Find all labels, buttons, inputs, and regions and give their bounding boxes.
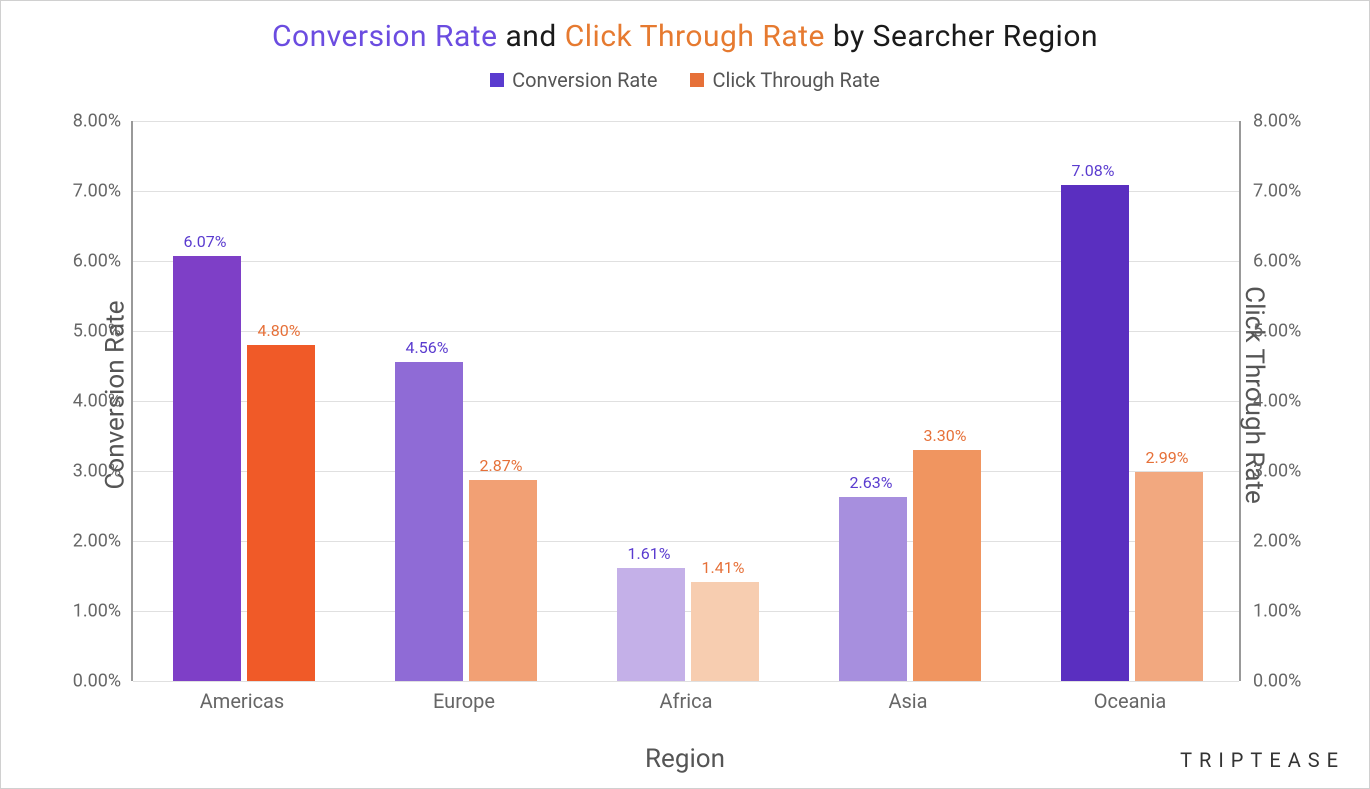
y-tick-right: 1.00% <box>1253 601 1333 622</box>
bar-value-label: 4.56% <box>406 338 449 357</box>
chart-container: Conversion Rate and Click Through Rate b… <box>1 1 1369 788</box>
title-part-d: by Searcher Region <box>825 19 1098 54</box>
y-tick-left: 7.00% <box>41 181 121 202</box>
brand-logo: TRIPTEASE <box>1180 748 1345 772</box>
gridline <box>133 681 1239 682</box>
x-axis-label: Region <box>645 744 725 774</box>
y-tick-left: 2.00% <box>41 531 121 552</box>
bar-value-label: 1.61% <box>628 544 671 563</box>
y-tick-left: 1.00% <box>41 601 121 622</box>
category-label: Oceania <box>1094 689 1167 713</box>
y-tick-right: 0.00% <box>1253 671 1333 692</box>
y-tick-left: 5.00% <box>41 321 121 342</box>
y-tick-left: 6.00% <box>41 251 121 272</box>
legend-label-ctr: Click Through Rate <box>712 68 879 92</box>
y-tick-left: 8.00% <box>41 111 121 132</box>
legend-label-conversion: Conversion Rate <box>512 68 657 92</box>
legend-swatch-ctr <box>690 73 704 87</box>
bar <box>469 480 537 681</box>
bar <box>913 450 981 681</box>
y-tick-left: 0.00% <box>41 671 121 692</box>
y-tick-right: 6.00% <box>1253 251 1333 272</box>
legend-item-conversion: Conversion Rate <box>490 68 657 92</box>
title-part-c: Click Through Rate <box>565 19 825 54</box>
bar <box>173 256 241 681</box>
legend-item-ctr: Click Through Rate <box>690 68 879 92</box>
y-tick-right: 4.00% <box>1253 391 1333 412</box>
category-label: Europe <box>433 689 495 713</box>
bar <box>395 362 463 681</box>
y-tick-right: 2.00% <box>1253 531 1333 552</box>
gridline <box>133 121 1239 122</box>
title-part-b: and <box>498 19 565 54</box>
chart-title: Conversion Rate and Click Through Rate b… <box>1 1 1369 54</box>
legend-swatch-conversion <box>490 73 504 87</box>
bar-value-label: 1.41% <box>702 558 745 577</box>
y-tick-right: 3.00% <box>1253 461 1333 482</box>
y-tick-right: 7.00% <box>1253 181 1333 202</box>
bar-value-label: 7.08% <box>1072 161 1115 180</box>
y-tick-right: 8.00% <box>1253 111 1333 132</box>
bar <box>247 345 315 681</box>
bar <box>617 568 685 681</box>
y-tick-left: 4.00% <box>41 391 121 412</box>
category-label: Americas <box>200 689 285 713</box>
bar-value-label: 3.30% <box>924 426 967 445</box>
plot-area <box>131 121 1241 681</box>
legend: Conversion Rate Click Through Rate <box>1 68 1369 92</box>
bar-value-label: 2.63% <box>850 473 893 492</box>
category-label: Asia <box>888 689 927 713</box>
bar <box>839 497 907 681</box>
y-tick-right: 5.00% <box>1253 321 1333 342</box>
bar <box>1135 472 1203 681</box>
bar <box>1061 185 1129 681</box>
bar-value-label: 6.07% <box>184 232 227 251</box>
bar-value-label: 4.80% <box>258 321 301 340</box>
category-label: Africa <box>660 689 713 713</box>
bar <box>691 582 759 681</box>
bar-value-label: 2.99% <box>1146 448 1189 467</box>
y-tick-left: 3.00% <box>41 461 121 482</box>
title-part-a: Conversion Rate <box>272 19 498 54</box>
bar-value-label: 2.87% <box>480 456 523 475</box>
